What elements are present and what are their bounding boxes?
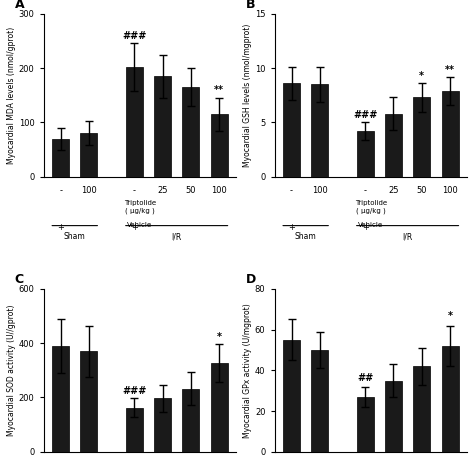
Text: I/R: I/R	[172, 232, 182, 241]
Text: *: *	[447, 312, 453, 321]
Text: I/R: I/R	[402, 232, 413, 241]
Text: Sham: Sham	[295, 232, 317, 241]
Bar	[283, 340, 300, 452]
Text: D: D	[246, 272, 256, 286]
Bar	[126, 67, 143, 177]
Text: Triptolide
( μg/kg ): Triptolide ( μg/kg )	[355, 200, 387, 213]
Bar	[442, 346, 458, 452]
Bar	[154, 398, 171, 452]
Text: A: A	[15, 0, 24, 11]
Text: **: **	[445, 65, 455, 75]
Bar	[210, 114, 228, 177]
Bar	[154, 76, 171, 177]
Y-axis label: Myocardial GSH levels (nmol/mgprot): Myocardial GSH levels (nmol/mgprot)	[243, 24, 252, 167]
Text: +: +	[362, 223, 369, 232]
Text: C: C	[15, 272, 24, 286]
Bar	[311, 84, 328, 177]
Text: B: B	[246, 0, 255, 11]
Y-axis label: Myocardial SOD activity (U//gprot): Myocardial SOD activity (U//gprot)	[7, 305, 16, 436]
Bar	[52, 139, 69, 177]
Text: +: +	[131, 223, 137, 232]
Bar	[182, 389, 200, 452]
Bar	[356, 131, 374, 177]
Y-axis label: Myocardial GPx activity (U/mgprot): Myocardial GPx activity (U/mgprot)	[243, 303, 252, 437]
Text: Vehicle: Vehicle	[128, 222, 153, 228]
Bar	[413, 366, 430, 452]
Text: *: *	[419, 71, 424, 81]
Bar	[311, 350, 328, 452]
Text: **: **	[214, 85, 224, 95]
Bar	[52, 346, 69, 452]
Bar	[210, 363, 228, 452]
Bar	[442, 91, 458, 177]
Text: Sham: Sham	[64, 232, 86, 241]
Text: ##: ##	[357, 372, 373, 383]
Text: *: *	[217, 332, 222, 342]
Bar	[356, 397, 374, 452]
Text: ###: ###	[122, 386, 146, 396]
Text: ###: ###	[353, 110, 377, 120]
Bar	[182, 87, 200, 177]
Text: +: +	[57, 223, 64, 232]
Bar	[385, 380, 402, 452]
Bar	[126, 408, 143, 452]
Text: Triptolide
( μg/kg ): Triptolide ( μg/kg )	[124, 200, 156, 213]
Y-axis label: Myocardial MDA levels (nmol/gprot): Myocardial MDA levels (nmol/gprot)	[7, 27, 16, 164]
Text: +: +	[288, 223, 295, 232]
Bar	[81, 133, 98, 177]
Bar	[81, 351, 98, 452]
Bar	[413, 97, 430, 177]
Text: ###: ###	[122, 31, 146, 41]
Bar	[385, 114, 402, 177]
Bar	[283, 83, 300, 177]
Text: Vehicle: Vehicle	[358, 222, 383, 228]
